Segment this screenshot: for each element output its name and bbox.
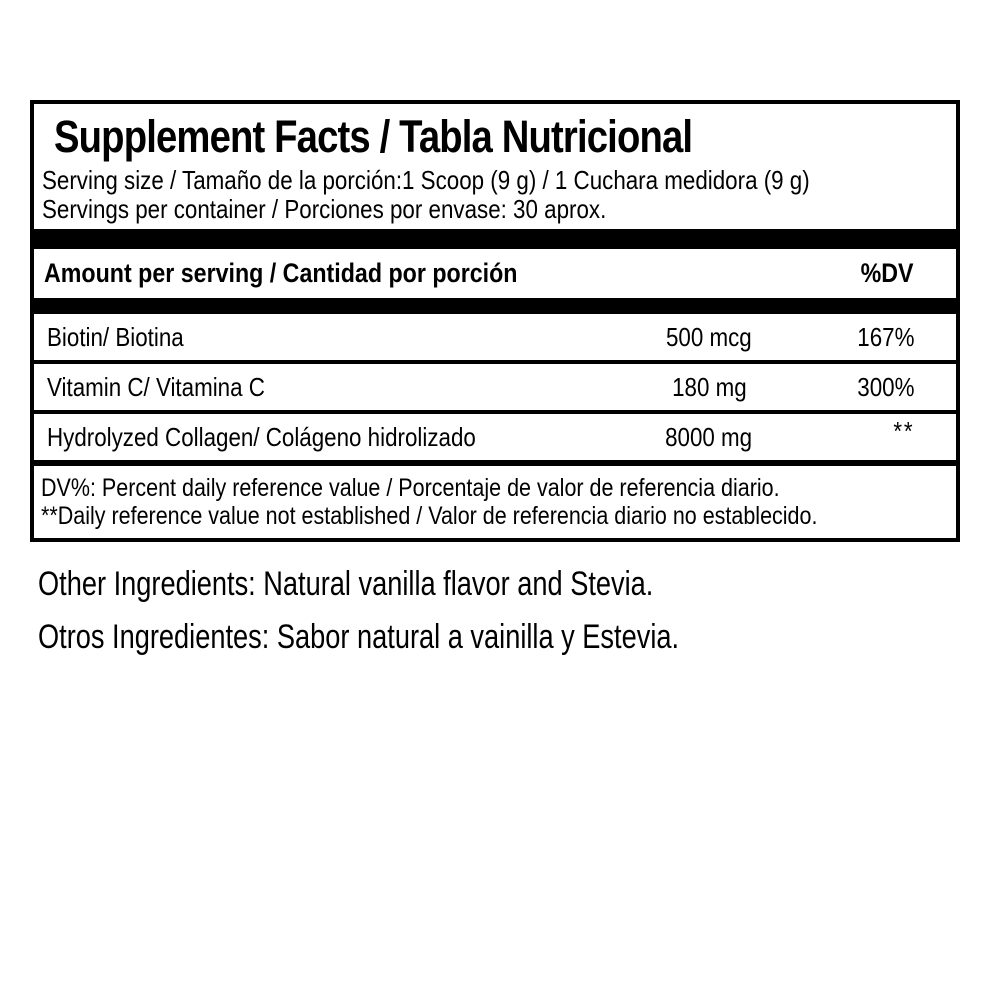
footnote-not-established: **Daily reference value not established … — [41, 502, 948, 530]
nutrient-dv-text: ** — [893, 416, 914, 446]
divider-bar-thick-mid — [34, 298, 956, 314]
table-row-biotin: Biotin/ Biotina 500 mcg 167% — [34, 314, 956, 364]
nutrient-dv-asterisks: ** — [890, 414, 914, 448]
table-row-vitamin-c: Vitamin C/ Vitamina C 180 mg 300% — [34, 364, 956, 414]
nutrient-name: Biotin/ Biotina — [34, 322, 206, 352]
other-ingredients-es-text: Otros Ingredientes: Sabor natural a vain… — [38, 618, 680, 656]
amount-per-serving-header: Amount per serving / Cantidad por porció… — [34, 258, 595, 288]
dv-header: %DV — [852, 249, 914, 298]
nutrient-name-text: Biotin/ Biotina — [47, 322, 184, 352]
nutrient-dv-text: 167% — [856, 322, 914, 352]
footnote-dv-definition-text: DV%: Percent daily reference value / Por… — [41, 474, 780, 502]
nutrient-name-text: Vitamin C/ Vitamina C — [47, 372, 265, 402]
nutrient-amount: 500 mcg — [589, 314, 829, 360]
other-ingredients-section: Other Ingredients: Natural vanilla flavo… — [38, 558, 839, 664]
other-ingredients-es: Otros Ingredientes: Sabor natural a vain… — [38, 611, 839, 664]
panel-title: Supplement Facts / Tabla Nutricional — [54, 112, 948, 162]
nutrient-amount-text: 180 mg — [671, 372, 747, 402]
nutrient-dv: 300% — [848, 364, 914, 410]
nutrient-amount: 8000 mg — [589, 414, 829, 460]
other-ingredients-en-text: Other Ingredients: Natural vanilla flavo… — [38, 565, 654, 603]
footnotes: DV%: Percent daily reference value / Por… — [34, 466, 956, 538]
nutrient-name: Vitamin C/ Vitamina C — [34, 372, 300, 402]
panel-title-text: Supplement Facts / Tabla Nutricional — [54, 111, 693, 162]
nutrient-amount-text: 8000 mg — [665, 422, 753, 452]
amount-per-serving-header-text: Amount per serving / Cantidad por porció… — [44, 258, 518, 288]
nutrient-dv: 167% — [848, 314, 914, 360]
supplement-facts-panel: Supplement Facts / Tabla Nutricional Ser… — [30, 100, 960, 542]
nutrient-amount-text: 500 mcg — [666, 322, 752, 352]
servings-per-container-line: Servings per container / Porciones por e… — [42, 195, 948, 224]
other-ingredients-en: Other Ingredients: Natural vanilla flavo… — [38, 558, 839, 611]
nutrient-amount: 180 mg — [589, 364, 829, 410]
serving-size-text: Serving size / Tamaño de la porción:1 Sc… — [42, 165, 810, 195]
footnote-not-established-text: **Daily reference value not established … — [41, 502, 818, 530]
table-row-hydrolyzed-collagen: Hydrolyzed Collagen/ Colágeno hidrolizad… — [34, 414, 956, 466]
nutrient-dv-text: 300% — [856, 372, 914, 402]
servings-per-container-text: Servings per container / Porciones por e… — [42, 194, 607, 224]
serving-size-line: Serving size / Tamaño de la porción:1 Sc… — [42, 166, 948, 195]
nutrient-name: Hydrolyzed Collagen/ Colágeno hidrolizad… — [34, 422, 546, 452]
divider-bar-thick-top — [34, 229, 956, 249]
table-header-row: Amount per serving / Cantidad por porció… — [34, 249, 956, 298]
nutrient-name-text: Hydrolyzed Collagen/ Colágeno hidrolizad… — [47, 422, 476, 452]
dv-header-text: %DV — [861, 258, 914, 288]
footnote-dv-definition: DV%: Percent daily reference value / Por… — [41, 474, 948, 502]
